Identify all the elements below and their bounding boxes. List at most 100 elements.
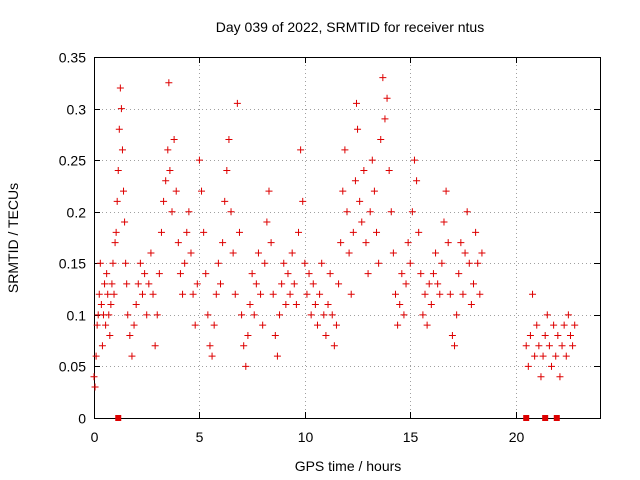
data-point (303, 290, 311, 298)
data-point (524, 362, 532, 370)
data-point (410, 156, 418, 164)
data-point (193, 280, 201, 288)
data-point (526, 331, 534, 339)
data-point (571, 321, 579, 329)
data-point (151, 342, 159, 350)
data-point (187, 249, 195, 257)
data-point (118, 146, 126, 154)
data-point (219, 239, 227, 247)
data-point (434, 280, 442, 288)
data-point (273, 352, 281, 360)
data-point (254, 249, 262, 257)
baseline-marker (553, 415, 560, 421)
data-point (389, 249, 397, 257)
data-point (417, 270, 425, 278)
data-point (556, 373, 564, 381)
data-point (330, 342, 338, 350)
data-point (349, 228, 357, 236)
data-point (442, 187, 450, 195)
data-point (301, 259, 309, 267)
data-point (370, 187, 378, 195)
x-axis-label: GPS time / hours (295, 458, 402, 474)
data-point (368, 156, 376, 164)
data-point (257, 290, 265, 298)
data-point (476, 290, 484, 298)
data-point (189, 290, 197, 298)
data-point (421, 290, 429, 298)
data-point (145, 280, 153, 288)
data-point (448, 331, 456, 339)
data-point (202, 270, 210, 278)
data-point (96, 259, 104, 267)
data-point (246, 301, 254, 309)
data-point (383, 94, 391, 102)
data-point (128, 352, 136, 360)
data-point (472, 228, 480, 236)
data-point (320, 311, 328, 319)
data-point (252, 280, 260, 288)
data-point (112, 228, 120, 236)
y-axis-label: SRMTID / TECUs (5, 183, 21, 293)
data-point (269, 290, 277, 298)
data-point (114, 166, 122, 174)
data-point (242, 362, 250, 370)
data-point (284, 270, 292, 278)
data-point (124, 311, 132, 319)
data-point (259, 321, 267, 329)
data-point (248, 270, 256, 278)
data-point (402, 280, 410, 288)
data-point (214, 259, 222, 267)
y-tick-label: 0.35 (59, 50, 86, 66)
data-point (113, 197, 121, 205)
baseline-marker (523, 415, 530, 421)
data-point (108, 280, 116, 288)
data-point (212, 290, 220, 298)
data-point (136, 259, 144, 267)
data-point (132, 301, 140, 309)
data-point (478, 249, 486, 257)
grid-layer (94, 57, 600, 418)
data-point (345, 249, 353, 257)
data-point (168, 208, 176, 216)
data-point (231, 290, 239, 298)
data-point (134, 280, 142, 288)
data-point (311, 301, 319, 309)
x-tick-label: 15 (403, 429, 419, 445)
data-point (400, 311, 408, 319)
data-point (261, 259, 269, 267)
data-point (354, 125, 362, 133)
data-point (408, 208, 416, 216)
data-point (451, 342, 459, 350)
data-point (221, 197, 229, 205)
data-point (200, 228, 208, 236)
x-tick-label: 20 (509, 429, 525, 445)
data-point (324, 301, 332, 309)
data-point (364, 270, 372, 278)
data-point (455, 270, 463, 278)
data-point (204, 311, 212, 319)
data-point (271, 331, 279, 339)
data-point (432, 249, 440, 257)
data-point (322, 331, 330, 339)
data-point (172, 187, 180, 195)
data-point (263, 218, 271, 226)
baseline-marker (115, 415, 122, 421)
y-tick-label: 0.2 (67, 205, 87, 221)
y-tick-label: 0.05 (59, 359, 86, 375)
data-point (550, 321, 558, 329)
data-point (326, 270, 334, 278)
data-point (292, 301, 300, 309)
data-point (240, 342, 248, 350)
baseline-marker (542, 415, 549, 421)
data-point (554, 331, 562, 339)
data-point (102, 321, 110, 329)
data-point (562, 352, 570, 360)
data-point (122, 259, 130, 267)
data-point (541, 331, 549, 339)
data-point (537, 373, 545, 381)
data-point (351, 177, 359, 185)
y-tick-label: 0.15 (59, 256, 86, 272)
data-point (385, 166, 393, 174)
data-point (267, 239, 275, 247)
